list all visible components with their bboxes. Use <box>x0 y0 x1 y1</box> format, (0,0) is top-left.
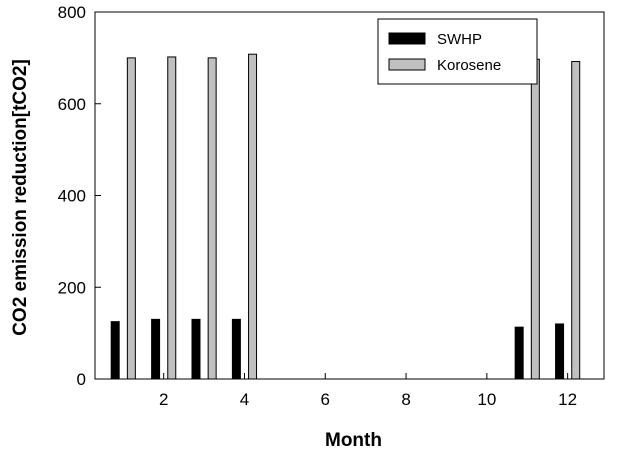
x-tick-label-4: 4 <box>240 390 249 409</box>
x-tick-label-12: 12 <box>558 390 577 409</box>
y-tick-label-600: 600 <box>58 95 86 114</box>
bar-swhp-month-3 <box>191 318 201 380</box>
plot-frame <box>94 11 605 380</box>
bar-swhp-month-11 <box>514 326 524 380</box>
bar-korosene-month-11 <box>530 58 540 380</box>
x-tick-label-6: 6 <box>321 390 330 409</box>
x-tick-label-2: 2 <box>159 390 168 409</box>
y-tick-label-200: 200 <box>58 278 86 297</box>
bar-korosene-month-12 <box>571 61 581 380</box>
legend-swatch-korosene <box>388 58 426 71</box>
y-tick-label-0: 0 <box>77 370 86 389</box>
legend-label-swhp: SWHP <box>437 31 482 48</box>
ticks: 0 200 400 600 800 2 4 6 8 10 12 <box>58 3 577 409</box>
legend: SWHP Korosene <box>377 18 538 85</box>
bar-korosene-month-1 <box>126 57 136 380</box>
y-tick-label-800: 800 <box>58 3 86 22</box>
bars <box>110 53 581 380</box>
bar-korosene-month-4 <box>248 53 258 380</box>
x-axis-title: Month <box>325 430 382 451</box>
bar-swhp-month-12 <box>555 323 565 380</box>
x-tick-label-10: 10 <box>477 390 496 409</box>
x-tick-label-8: 8 <box>401 390 410 409</box>
legend-swatch-swhp <box>388 32 426 45</box>
bar-swhp-month-1 <box>110 321 120 380</box>
y-axis-title: CO2 emission reduction[tCO2] <box>10 59 31 336</box>
bar-swhp-month-2 <box>151 318 161 380</box>
bar-korosene-month-2 <box>167 56 177 380</box>
bar-korosene-month-3 <box>207 57 217 380</box>
bar-swhp-month-4 <box>231 318 241 380</box>
legend-label-korosene: Korosene <box>437 57 501 74</box>
y-tick-label-400: 400 <box>58 187 86 206</box>
legend-box <box>377 18 538 85</box>
